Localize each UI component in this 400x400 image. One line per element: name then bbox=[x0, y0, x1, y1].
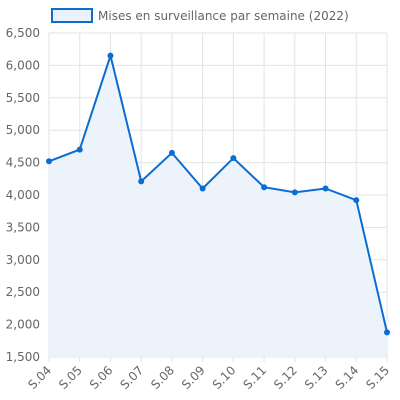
data-point[interactable] bbox=[261, 184, 268, 191]
data-point[interactable] bbox=[107, 52, 114, 59]
y-tick-label: 5,500 bbox=[6, 91, 40, 105]
x-axis: S.04 S.05 S.06 S.07 S.08 S.09 S.10 S.11 S.12 S.13… bbox=[25, 363, 392, 392]
y-axis: 1,500 2,000 2,500 3,000 3,500 4,000 4,500 5,000… bbox=[6, 26, 40, 364]
x-tick-label: S.04 bbox=[25, 363, 54, 392]
data-point[interactable] bbox=[168, 149, 175, 156]
y-tick-label: 2,500 bbox=[6, 285, 40, 299]
x-tick-label: S.08 bbox=[148, 363, 177, 392]
series-line bbox=[48, 52, 388, 333]
y-tick-label: 1,500 bbox=[6, 350, 40, 364]
series-area bbox=[49, 55, 387, 357]
data-point[interactable] bbox=[138, 178, 145, 185]
y-tick-label: 4,000 bbox=[6, 188, 40, 202]
data-point[interactable] bbox=[322, 185, 329, 192]
series-points bbox=[46, 52, 390, 336]
data-point[interactable] bbox=[76, 146, 83, 153]
data-point[interactable] bbox=[46, 158, 52, 165]
x-tick-label: S.07 bbox=[118, 363, 147, 392]
y-tick-label: 6,000 bbox=[6, 58, 40, 72]
y-tick-label: 5,000 bbox=[6, 123, 40, 137]
data-point[interactable] bbox=[384, 329, 390, 336]
data-point[interactable] bbox=[199, 185, 206, 192]
y-tick-label: 2,000 bbox=[6, 318, 40, 332]
legend-label: Mises en surveillance par semaine (2022) bbox=[98, 9, 349, 23]
x-tick-label: S.13 bbox=[302, 363, 331, 392]
data-point[interactable] bbox=[230, 155, 237, 162]
data-point[interactable] bbox=[353, 197, 360, 204]
y-tick-label: 3,000 bbox=[6, 253, 40, 267]
y-tick-label: 4,500 bbox=[6, 156, 40, 170]
x-tick-label: S.06 bbox=[87, 363, 116, 392]
x-tick-label: S.11 bbox=[240, 363, 269, 392]
x-tick-label: S.15 bbox=[363, 363, 392, 392]
x-tick-label: S.05 bbox=[56, 363, 85, 392]
legend-swatch[interactable] bbox=[51, 8, 93, 23]
data-point[interactable] bbox=[291, 189, 298, 196]
legend[interactable]: Mises en surveillance par semaine (2022) bbox=[51, 8, 349, 23]
x-tick-label: S.09 bbox=[179, 363, 208, 392]
x-tick-label: S.14 bbox=[333, 363, 362, 392]
x-tick-label: S.10 bbox=[210, 363, 239, 392]
x-tick-label: S.12 bbox=[271, 363, 300, 392]
y-tick-label: 3,500 bbox=[6, 220, 40, 234]
y-tick-label: 6,500 bbox=[6, 26, 40, 40]
